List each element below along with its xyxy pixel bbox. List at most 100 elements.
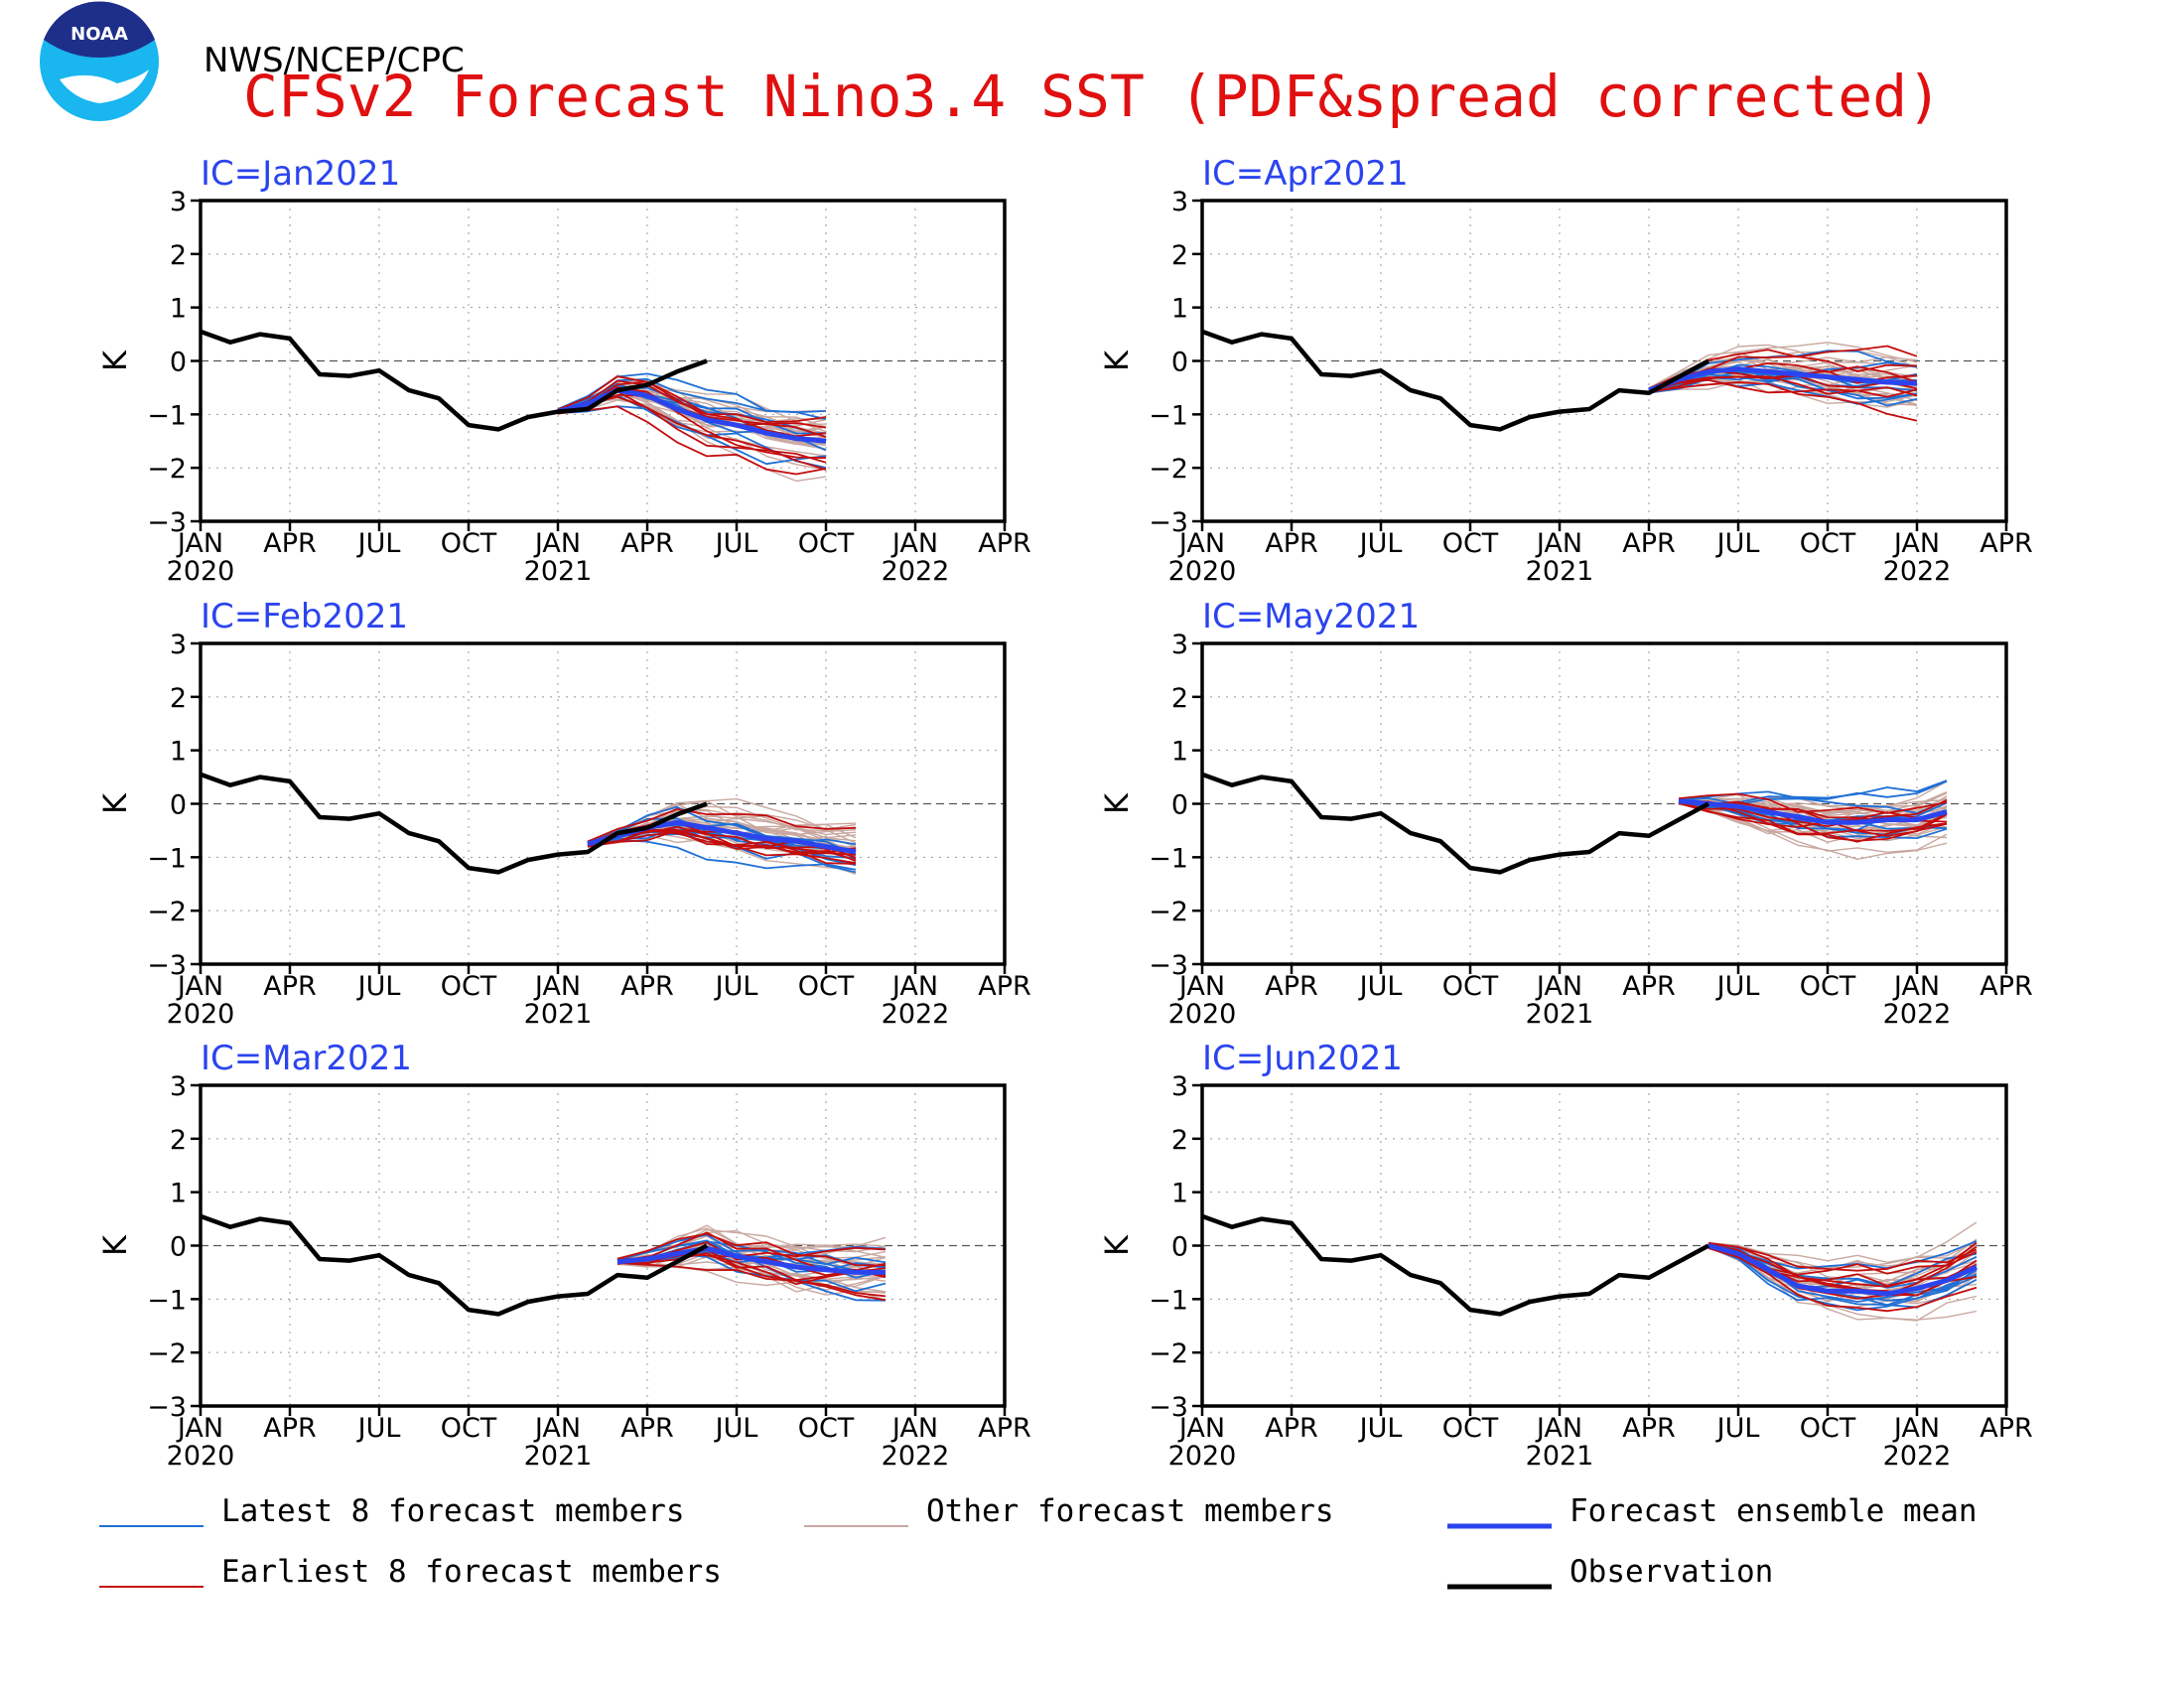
- earliest-member-line: [557, 375, 827, 438]
- y-tick-label: 0: [1171, 790, 1188, 821]
- y-tick-label: −2: [1149, 454, 1188, 485]
- earliest-member-line: [587, 808, 857, 843]
- legend-label-latest: Latest 8 forecast members: [221, 1493, 685, 1529]
- x-year-label: 2021: [524, 556, 593, 587]
- y-axis-label: K: [96, 350, 134, 371]
- y-tick-label: −2: [147, 454, 187, 485]
- x-tick-label: JUL: [1715, 971, 1760, 1002]
- x-tick-label: OCT: [1800, 528, 1856, 559]
- x-tick-label: JAN: [533, 528, 581, 559]
- earliest-member-line: [1678, 792, 1948, 814]
- panel-3: IC=Mar2021 3 2 1 0 −1 −2 −3 K JAN APR JUL OCT JAN APR J…: [96, 1039, 1031, 1472]
- x-tick-label: APR: [620, 1413, 674, 1444]
- y-tick-label: 0: [1171, 1232, 1188, 1263]
- y-tick-label: 0: [170, 790, 187, 821]
- x-tick-label: JAN: [176, 528, 223, 559]
- x-tick-label: OCT: [1442, 971, 1499, 1002]
- x-tick-label: JUL: [1358, 1413, 1403, 1444]
- ensemble-mean-line: [557, 387, 827, 444]
- panel-title: IC=Feb2021: [201, 597, 408, 636]
- y-tick-label: −1: [1149, 843, 1188, 874]
- ensemble-mean-line: [616, 1245, 886, 1275]
- y-tick-label: −3: [147, 950, 187, 981]
- y-tick-label: −2: [1149, 1338, 1188, 1369]
- earliest-member-line: [616, 1262, 887, 1302]
- x-year-label: 2022: [1883, 1441, 1952, 1472]
- x-year-label: 2020: [167, 556, 235, 587]
- earliest-member-line: [1648, 381, 1918, 422]
- y-tick-label: −3: [1149, 950, 1188, 981]
- y-tick-label: 0: [1171, 348, 1188, 378]
- x-year-label: 2021: [1526, 556, 1594, 587]
- panel-title: IC=May2021: [1202, 597, 1420, 636]
- x-tick-label: JUL: [1715, 1413, 1760, 1444]
- y-tick-label: −2: [1149, 897, 1188, 927]
- x-tick-label: APR: [263, 1413, 317, 1444]
- x-tick-label: APR: [620, 528, 674, 559]
- x-tick-label: JUL: [1358, 971, 1403, 1002]
- panel-5: IC=May2021 3 2 1 0 −1 −2 −3 K JAN APR JUL OCT JAN APR J…: [1098, 597, 2033, 1030]
- x-tick-label: APR: [1979, 1413, 2033, 1444]
- x-year-label: 2020: [1168, 1441, 1237, 1472]
- y-tick-label: 1: [1171, 294, 1188, 325]
- x-tick-label: JUL: [714, 528, 758, 559]
- x-tick-label: JAN: [176, 971, 223, 1002]
- y-tick-label: 3: [1171, 1071, 1188, 1102]
- y-tick-label: 2: [1171, 1125, 1188, 1156]
- y-axis-label: K: [1098, 1234, 1136, 1256]
- x-tick-label: APR: [1622, 1413, 1676, 1444]
- x-tick-label: JUL: [1715, 528, 1760, 559]
- x-tick-label: JAN: [1535, 528, 1582, 559]
- y-tick-label: 3: [170, 187, 187, 217]
- legend-label-earliest: Earliest 8 forecast members: [221, 1554, 722, 1590]
- legend: Latest 8 forecast members Other forecast …: [99, 1493, 1978, 1590]
- x-tick-label: APR: [978, 971, 1031, 1002]
- x-year-label: 2020: [167, 999, 235, 1030]
- x-tick-label: JAN: [890, 1413, 938, 1444]
- x-tick-label: JAN: [1535, 971, 1582, 1002]
- observation-line: [1201, 772, 1710, 875]
- earliest-member-line: [557, 379, 827, 424]
- logo-text: NOAA: [70, 24, 128, 45]
- x-tick-label: OCT: [798, 971, 855, 1002]
- x-tick-label: APR: [1265, 528, 1318, 559]
- x-year-label: 2021: [1526, 999, 1594, 1030]
- x-tick-label: OCT: [441, 528, 497, 559]
- y-tick-label: 0: [170, 1232, 187, 1263]
- observation-line: [1201, 1213, 1710, 1317]
- x-tick-label: APR: [1622, 528, 1676, 559]
- ensemble-mean-line: [1707, 1243, 1979, 1297]
- x-tick-label: JAN: [1177, 1413, 1225, 1444]
- x-tick-label: JAN: [1535, 1413, 1582, 1444]
- panel-1: IC=Jan2021 3 2 1 0 −1 −2 −3 K JAN APR JUL OCT JAN APR J…: [96, 154, 1031, 587]
- legend-label-observation: Observation: [1570, 1554, 1773, 1590]
- earliest-member-line: [1678, 801, 1948, 835]
- y-tick-label: 1: [170, 294, 187, 325]
- x-tick-label: JUL: [714, 971, 758, 1002]
- x-tick-label: JAN: [890, 528, 938, 559]
- x-tick-label: APR: [1265, 1413, 1318, 1444]
- earliest-member-line: [1707, 1245, 1978, 1296]
- panel-2: IC=Feb2021 3 2 1 0 −1 −2 −3 K JAN APR JUL OCT JAN APR J…: [96, 597, 1031, 1030]
- y-tick-label: −1: [147, 1285, 187, 1316]
- x-tick-label: APR: [620, 971, 674, 1002]
- y-tick-label: 1: [170, 737, 187, 768]
- y-tick-label: −1: [147, 400, 187, 431]
- x-tick-label: JAN: [890, 971, 938, 1002]
- x-year-label: 2022: [882, 1441, 950, 1472]
- agency-label: NWS/NCEP/CPC: [204, 41, 465, 80]
- y-tick-label: −3: [147, 1392, 187, 1423]
- x-year-label: 2020: [1168, 999, 1237, 1030]
- panel-title: IC=Jan2021: [201, 154, 400, 194]
- x-year-label: 2022: [1883, 556, 1952, 587]
- x-tick-label: APR: [1622, 971, 1676, 1002]
- x-tick-label: APR: [1979, 528, 2033, 559]
- x-tick-label: APR: [1979, 971, 2033, 1002]
- x-tick-label: OCT: [798, 528, 855, 559]
- ensemble-mean-line: [1648, 366, 1918, 393]
- panel-title: IC=Apr2021: [1202, 154, 1409, 194]
- x-tick-label: APR: [978, 528, 1031, 559]
- earliest-member-line: [587, 830, 857, 853]
